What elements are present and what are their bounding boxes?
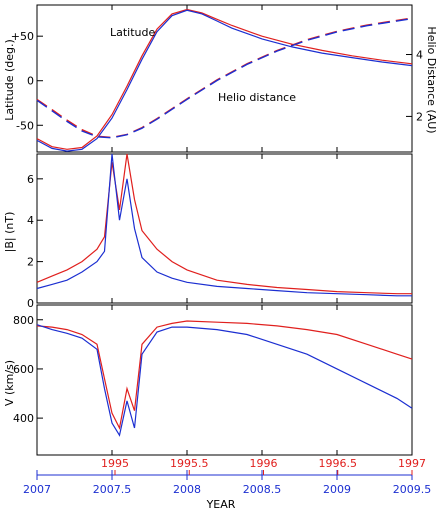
y-tick-label-right: 2 <box>416 110 423 123</box>
blue-x-tick-label: 2008.5 <box>243 483 282 496</box>
helio-distance-axis-label: Helio Distance (AU) <box>425 26 436 133</box>
plot-frame <box>36 4 413 153</box>
red-x-tick-label: 1996.5 <box>319 457 358 470</box>
helio-distance-annotation: Helio distance <box>218 91 296 104</box>
year-axis-label: YEAR <box>206 498 236 511</box>
y-tick-label-right: 4 <box>416 49 423 62</box>
field-magnitude-axis-label: |B| (nT) <box>3 212 16 253</box>
speed-axis-label: V (km/s) <box>3 360 16 406</box>
latitude-annotation: Latitude <box>110 26 156 39</box>
y-tick-label: +50 <box>11 30 34 43</box>
distance-blue-line <box>36 17 413 139</box>
magnetic-field-panel: 0 2 4 6 <box>27 153 413 310</box>
latitude-distance-panel: +50 0 -50 2 4 <box>11 4 423 153</box>
blue-x-tick-label: 2009.5 <box>393 483 432 496</box>
series-red-line <box>36 153 412 295</box>
plot-frame <box>36 153 413 304</box>
latitude-axis-label: Latitude (deg.) <box>3 39 16 121</box>
y-tick-label: 6 <box>27 173 34 186</box>
series-blue-line <box>36 153 412 297</box>
y-tick-label: 4 <box>27 214 34 227</box>
blue-x-tick-label: 2009 <box>323 483 351 496</box>
blue-x-tick-label: 2007 <box>23 483 51 496</box>
blue-x-tick-label: 2007.5 <box>93 483 132 496</box>
distance-red-line <box>36 17 413 139</box>
y-tick-label: 800 <box>13 314 34 327</box>
y-tick-label: 600 <box>13 363 34 376</box>
solar-wind-speed-panel: 400 600 800 <box>13 304 413 456</box>
y-tick-label: -50 <box>16 119 34 132</box>
series-red-line <box>36 8 413 150</box>
series-blue-line <box>36 324 413 437</box>
series-red-line <box>36 320 413 430</box>
red-x-tick-label: 1995 <box>101 457 129 470</box>
y-tick-label: 400 <box>13 412 34 425</box>
red-x-tick-label: 1995.5 <box>170 457 209 470</box>
blue-x-tick-label: 2008 <box>173 483 201 496</box>
series-blue-line <box>36 9 413 152</box>
red-x-tick-label: 1997 <box>398 457 426 470</box>
y-tick-label: 0 <box>27 75 34 88</box>
y-tick-label: 2 <box>27 256 34 269</box>
plot-frame <box>36 304 413 456</box>
x-axes: 2007 2007.5 2008 2008.5 2009 2009.5 1995 1995.5… <box>23 457 431 496</box>
y-tick-label: 0 <box>27 297 34 310</box>
red-x-tick-label: 1996 <box>250 457 278 470</box>
